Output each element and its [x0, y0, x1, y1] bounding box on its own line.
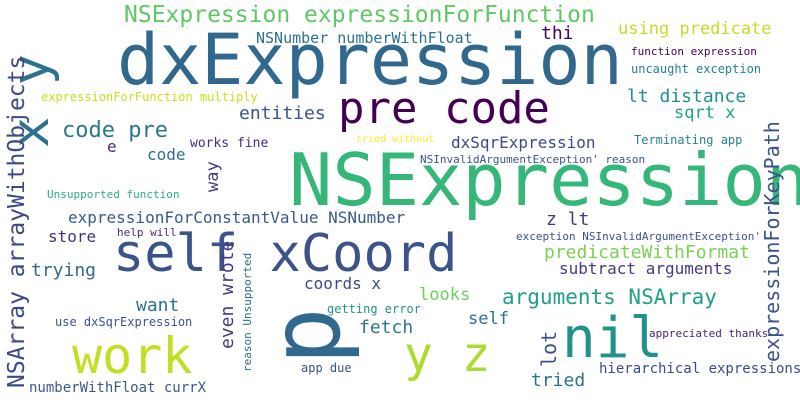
word: self xCoord	[113, 224, 458, 284]
word: NSExpression expressionForFunction	[124, 2, 595, 28]
word: coords x	[304, 274, 382, 293]
word: work	[72, 327, 193, 385]
word: numberWithFloat currX	[29, 380, 207, 396]
word: sqrt x	[674, 103, 736, 123]
word: looks	[419, 285, 471, 305]
word: expressionForKeyPath	[760, 121, 784, 362]
word: using predicate	[618, 19, 772, 39]
word: NSExpression	[289, 138, 800, 222]
word: lot	[537, 330, 561, 367]
word: lt distance	[627, 86, 747, 107]
word: hierarchical expressions	[599, 361, 800, 377]
word: NSInvalidArgumentException' reason	[420, 153, 646, 166]
word: works fine	[190, 136, 269, 151]
word: even wrote	[217, 240, 238, 349]
word: code pre	[62, 118, 168, 143]
word: code	[147, 145, 186, 164]
word: NSNumber numberWithFloat	[256, 29, 473, 47]
word: predicateWithFormat	[544, 242, 750, 263]
word: want	[136, 295, 180, 316]
word: entities	[239, 103, 326, 124]
word: subtract arguments	[559, 259, 733, 278]
word: thi	[541, 23, 574, 44]
word: getting error	[327, 302, 421, 316]
word: expressionForConstantValue NSNumber	[68, 208, 406, 227]
word: Unsupported function	[47, 188, 180, 201]
word: arguments NSArray	[502, 285, 717, 309]
word: y z	[404, 327, 491, 383]
word: appreciated thanks	[649, 327, 769, 340]
word: tried	[531, 370, 586, 391]
word: e	[107, 137, 117, 156]
word: app due	[301, 361, 352, 375]
word: pre code	[338, 83, 550, 134]
word: way	[203, 161, 223, 192]
word: p	[250, 307, 362, 365]
word: dxSqrExpression	[451, 133, 596, 152]
word: self	[468, 309, 509, 329]
word: expressionForFunction multiply	[41, 90, 258, 104]
word: dxExpression	[117, 19, 623, 101]
word: nil	[562, 306, 664, 371]
word: uncaught exception	[631, 62, 762, 76]
word: z lt	[546, 209, 590, 230]
word: Terminating app	[634, 133, 743, 147]
word: use dxSqrExpression	[55, 315, 193, 329]
word: tried without	[356, 134, 435, 145]
word: trying	[31, 260, 97, 281]
word: NSArray arrayWithObjects	[4, 55, 30, 388]
word: help will	[117, 226, 177, 239]
word: exception NSInvalidArgumentException'	[516, 230, 762, 243]
word: fetch	[359, 317, 414, 338]
word: store	[48, 227, 97, 246]
word: function expression	[631, 45, 757, 58]
